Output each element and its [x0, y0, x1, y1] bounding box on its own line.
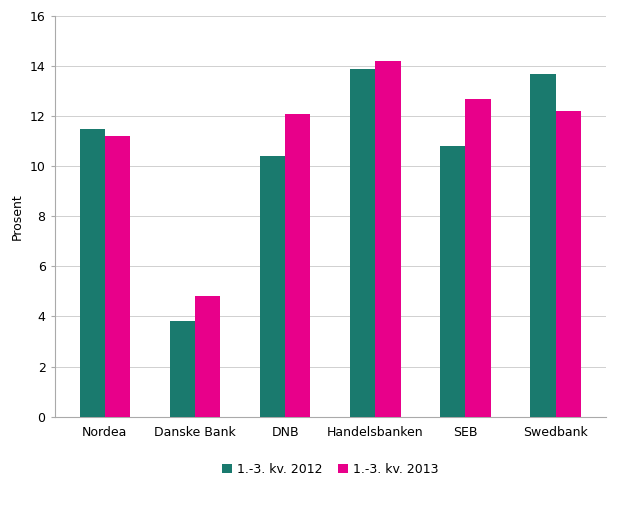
Y-axis label: Prosent: Prosent	[11, 193, 24, 240]
Bar	[80, 129, 105, 417]
Bar	[465, 99, 491, 417]
Bar	[105, 136, 130, 417]
Bar	[555, 111, 581, 417]
Legend: 1.-3. kv. 2012, 1.-3. kv. 2013: 1.-3. kv. 2012, 1.-3. kv. 2013	[222, 463, 438, 476]
Bar	[375, 61, 400, 417]
Bar	[260, 156, 285, 417]
Bar	[195, 297, 220, 417]
Bar	[170, 322, 195, 417]
Bar	[350, 69, 375, 417]
Bar	[440, 146, 465, 417]
Bar	[531, 74, 555, 417]
Bar	[285, 114, 310, 417]
